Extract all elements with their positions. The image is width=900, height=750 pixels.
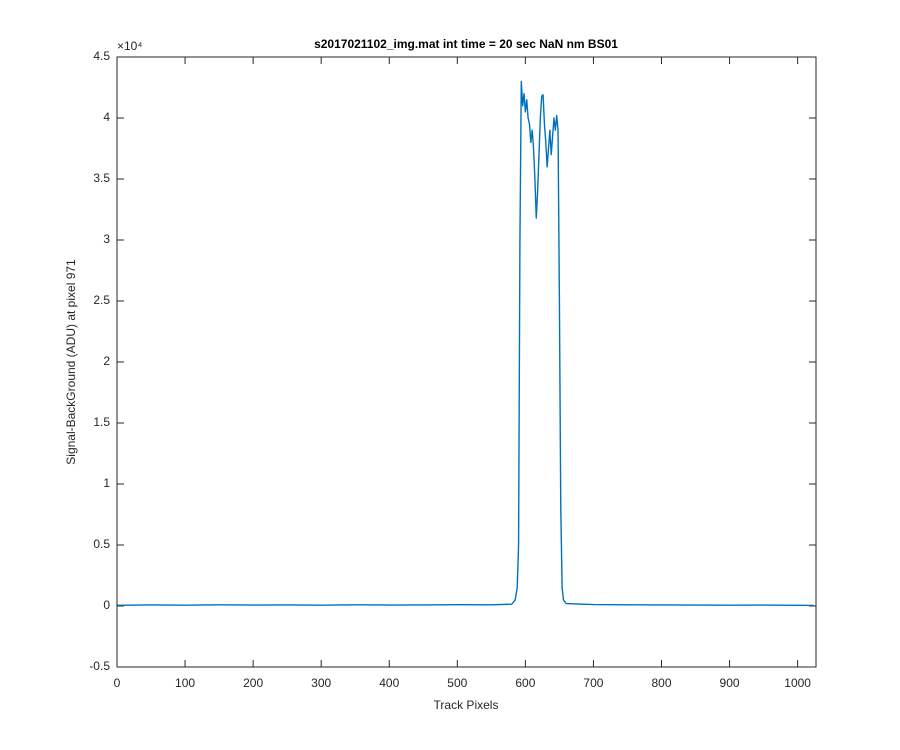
x-tick-label: 200 (243, 676, 263, 690)
chart-title: s2017021102_img.mat int time = 20 sec Na… (314, 37, 618, 51)
x-tick-label: 800 (651, 676, 671, 690)
x-tick-label: 700 (583, 676, 603, 690)
x-tick-label: 400 (379, 676, 399, 690)
y-tick-label: 0.5 (93, 537, 110, 551)
y-tick-label: 2 (103, 354, 110, 368)
y-tick-label: -0.5 (89, 659, 110, 673)
plot-area (117, 57, 816, 667)
x-tick-label: 100 (175, 676, 195, 690)
y-axis-label: Signal-BackGround (ADU) at pixel 971 (64, 259, 78, 465)
y-tick-label: 2.5 (93, 293, 110, 307)
x-tick-label: 500 (447, 676, 467, 690)
x-axis-label: Track Pixels (434, 698, 499, 712)
x-tick-label: 300 (311, 676, 331, 690)
x-tick-label: 900 (720, 676, 740, 690)
y-tick-label: 1.5 (93, 415, 110, 429)
y-tick-label: 3 (103, 232, 110, 246)
y-tick-label: 3.5 (93, 171, 110, 185)
y-tick-label: 0 (103, 598, 110, 612)
y-exponent: ×10⁴ (117, 39, 143, 53)
data-line (116, 80, 814, 607)
axes-box (116, 56, 817, 668)
x-tick-label: 600 (515, 676, 535, 690)
x-tick-label: 0 (114, 676, 121, 690)
x-tick-label: 1000 (784, 676, 811, 690)
y-tick-label: 4.5 (93, 49, 110, 63)
y-tick-label: 4 (103, 110, 110, 124)
y-tick-label: 1 (103, 476, 110, 490)
